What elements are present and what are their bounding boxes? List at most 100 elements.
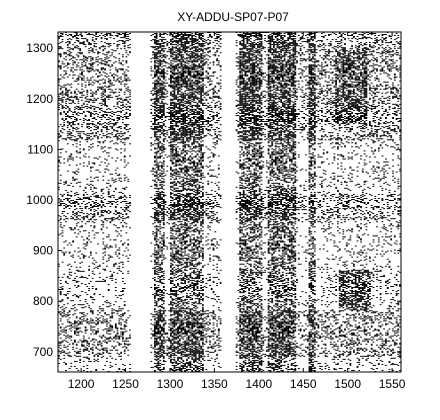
- recurrence-cell: [79, 50, 82, 52]
- recurrence-cell: [175, 366, 178, 368]
- recurrence-cell: [125, 164, 128, 166]
- recurrence-cell: [155, 131, 158, 133]
- recurrence-cell: [157, 100, 160, 102]
- recurrence-cell: [82, 70, 85, 72]
- recurrence-cell: [157, 77, 160, 79]
- recurrence-cell: [155, 96, 158, 98]
- recurrence-cell: [58, 95, 60, 97]
- recurrence-cell: [161, 84, 163, 86]
- recurrence-cell: [170, 302, 172, 304]
- recurrence-cell: [171, 251, 174, 253]
- recurrence-cell: [122, 33, 124, 34]
- recurrence-cell: [162, 114, 165, 115]
- recurrence-cell: [66, 41, 69, 43]
- recurrence-cell: [162, 121, 165, 122]
- recurrence-cell: [59, 333, 62, 335]
- recurrence-cell: [86, 329, 89, 331]
- recurrence-cell: [173, 326, 176, 328]
- recurrence-cell: [129, 93, 131, 95]
- recurrence-cell: [88, 106, 90, 108]
- recurrence-cell: [161, 250, 163, 252]
- recurrence-cell: [102, 110, 105, 112]
- recurrence-cell: [159, 83, 162, 85]
- recurrence-cell: [170, 211, 172, 213]
- recurrence-cell: [175, 351, 178, 353]
- recurrence-cell: [102, 126, 105, 128]
- recurrence-cell: [170, 159, 172, 161]
- recurrence-cell: [155, 98, 158, 100]
- recurrence-cell: [66, 94, 69, 96]
- recurrence-cell: [63, 124, 66, 126]
- recurrence-cell: [159, 294, 162, 296]
- recurrence-cell: [164, 93, 167, 95]
- recurrence-cell: [162, 188, 165, 190]
- recurrence-cell: [152, 170, 154, 172]
- recurrence-cell: [104, 218, 106, 220]
- recurrence-cell: [123, 349, 126, 351]
- recurrence-cell: [173, 87, 176, 89]
- recurrence-cell: [77, 128, 80, 130]
- recurrence-cell: [68, 55, 71, 57]
- recurrence-cell: [66, 199, 69, 200]
- recurrence-cell: [170, 319, 172, 321]
- recurrence-cell: [157, 253, 160, 255]
- recurrence-cell: [113, 201, 115, 202]
- recurrence-cell: [116, 103, 119, 105]
- recurrence-cell: [72, 135, 74, 137]
- recurrence-cell: [116, 70, 119, 72]
- recurrence-cell: [97, 358, 99, 360]
- recurrence-cell: [84, 65, 87, 67]
- recurrence-cell: [161, 329, 163, 331]
- recurrence-cell: [113, 263, 115, 265]
- recurrence-cell: [127, 180, 130, 182]
- recurrence-cell: [159, 211, 162, 213]
- recurrence-cell: [84, 57, 87, 59]
- recurrence-cell: [161, 343, 163, 345]
- recurrence-cell: [58, 134, 60, 136]
- recurrence-cell: [107, 122, 110, 124]
- recurrence-cell: [123, 211, 126, 213]
- recurrence-cell: [162, 336, 165, 338]
- recurrence-cell: [116, 267, 119, 269]
- recurrence-cell: [59, 93, 62, 95]
- recurrence-cell: [173, 51, 176, 53]
- recurrence-cell: [122, 119, 124, 120]
- recurrence-cell: [104, 117, 106, 118]
- recurrence-cell: [127, 343, 130, 345]
- recurrence-cell: [70, 244, 73, 246]
- recurrence-cell: [91, 124, 94, 126]
- recurrence-cell: [171, 149, 174, 151]
- recurrence-cell: [161, 185, 163, 187]
- recurrence-cell: [86, 356, 89, 358]
- recurrence-cell: [74, 261, 76, 263]
- recurrence-cell: [72, 323, 74, 325]
- recurrence-cell: [129, 105, 131, 107]
- recurrence-cell: [173, 108, 176, 110]
- recurrence-cell: [127, 105, 130, 107]
- recurrence-cell: [171, 34, 174, 35]
- recurrence-cell: [157, 44, 160, 46]
- recurrence-cell: [104, 101, 106, 103]
- recurrence-cell: [170, 283, 172, 284]
- recurrence-cell: [171, 81, 174, 83]
- recurrence-cell: [125, 322, 128, 324]
- recurrence-cell: [66, 63, 69, 65]
- recurrence-cell: [129, 337, 131, 339]
- recurrence-cell: [162, 363, 165, 365]
- recurrence-cell: [82, 94, 85, 96]
- recurrence-cell: [93, 136, 96, 138]
- recurrence-cell: [91, 113, 94, 114]
- recurrence-cell: [122, 196, 124, 198]
- recurrence-cell: [59, 341, 62, 343]
- recurrence-cell: [157, 295, 160, 297]
- recurrence-cell: [155, 351, 158, 353]
- recurrence-cell: [91, 93, 94, 95]
- recurrence-cell: [162, 34, 165, 35]
- recurrence-cell: [162, 209, 165, 211]
- recurrence-cell: [93, 135, 96, 137]
- recurrence-cell: [159, 72, 162, 74]
- recurrence-cell: [170, 75, 172, 77]
- recurrence-cell: [122, 99, 124, 101]
- recurrence-cell: [58, 104, 60, 106]
- recurrence-cell: [170, 332, 172, 334]
